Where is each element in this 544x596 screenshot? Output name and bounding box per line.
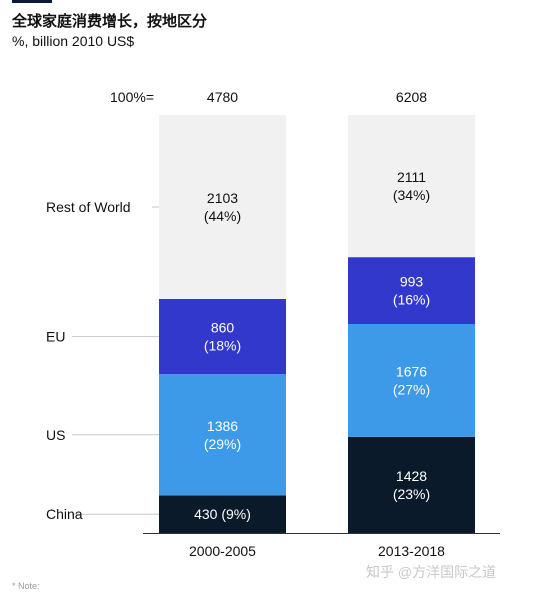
- series-label-eu: EU: [46, 329, 65, 345]
- x-tick-label-1: 2013-2018: [378, 543, 445, 559]
- bar-segment-us-1: [348, 324, 475, 437]
- bar-segment-china-1: [348, 436, 475, 533]
- bar-segment-eu-1: [348, 257, 475, 324]
- data-label-eu-0: 860 (18%): [204, 320, 241, 354]
- watermark: 知乎 @方洋国际之道: [366, 564, 497, 580]
- bar-segment-eu-0: [159, 298, 286, 375]
- data-label-eu-1: 993 (16%): [393, 274, 430, 308]
- bar-segment-rest-of-world-0: [159, 115, 286, 299]
- chart-title: 全球家庭消费增长，按地区分: [12, 12, 208, 30]
- data-label-china-1: 1428 (23%): [393, 468, 430, 502]
- total-value-0: 4780: [207, 89, 238, 105]
- footnote: * Note:: [12, 581, 40, 591]
- bar-segment-rest-of-world-1: [348, 115, 475, 258]
- x-tick-label-0: 2000-2005: [189, 543, 256, 559]
- chart-subtitle: %, billion 2010 US$: [12, 33, 135, 49]
- series-label-china: China: [46, 506, 83, 522]
- data-label-rest-of-world-0: 2103 (44%): [204, 190, 241, 224]
- bar-segment-us-0: [159, 374, 286, 496]
- series-label-rest-of-world: Rest of World: [46, 199, 131, 215]
- title-accent-bar: [12, 0, 52, 3]
- total-value-1: 6208: [396, 89, 427, 105]
- data-label-rest-of-world-1: 2111 (34%): [393, 169, 430, 203]
- data-label-us-1: 1676 (27%): [393, 363, 430, 397]
- series-label-us: US: [46, 427, 65, 443]
- total-row-label: 100%=: [110, 89, 154, 105]
- bar-segment-china-0: [159, 495, 286, 533]
- data-label-us-0: 1386 (29%): [204, 418, 241, 452]
- data-label-china-0: 430 (9%): [194, 506, 251, 522]
